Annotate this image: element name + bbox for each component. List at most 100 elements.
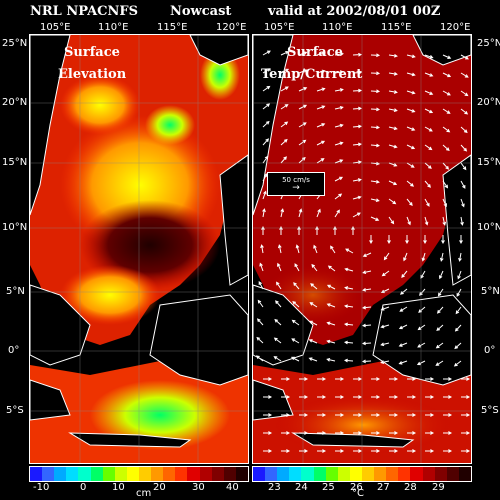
current-arrow [308,357,318,362]
current-arrow [280,50,290,56]
colorbar-tick: 40 [226,482,239,493]
colorbar-tick: -10 [33,482,50,493]
current-arrow [281,413,291,417]
colorbar-swatch [90,467,103,481]
current-arrow [425,377,435,381]
colorbar-tick: 10 [112,482,125,493]
current-arrow [280,68,290,74]
current-arrow [441,235,445,245]
current-arrow [262,120,270,128]
current-arrow [438,270,444,280]
colorbar-swatch [422,467,435,481]
current-arrow [435,360,444,366]
current-arrow [380,360,390,364]
current-arrow [335,431,345,435]
current-arrow [388,53,398,58]
colorbar-tick: 28 [404,482,417,493]
current-arrow [424,108,434,114]
colorbar-swatch [277,467,290,481]
current-arrow [398,360,408,365]
current-arrow [460,54,469,60]
current-arrow [424,198,430,207]
colorbar-swatch [66,467,79,481]
valid-time: valid at 2002/08/01 00Z [268,4,441,19]
lon-label: 105°E [40,22,71,33]
current-arrow [406,126,416,131]
colorbar-unit: °C [352,488,364,499]
current-arrow [353,413,363,417]
current-arrow [335,395,345,399]
current-arrow [443,377,453,381]
colorbar-swatch [138,467,152,481]
current-arrow [371,449,381,453]
colorbar-swatch [313,467,326,481]
current-arrow [442,216,447,226]
colorbar-tick: 0 [80,482,87,493]
current-arrow [334,70,344,74]
lat-label: 25°N [2,38,28,49]
colorbar-swatch [151,467,164,481]
current-arrow [263,431,273,435]
current-arrow [362,287,372,292]
current-arrow [277,244,282,254]
current-arrow [352,70,363,75]
lon-label: 115°E [157,22,188,33]
current-arrow [370,89,381,94]
current-arrow [399,306,408,312]
land-philippines [219,154,248,286]
lat-label: 20°N [2,97,28,108]
colorbar-swatch [235,467,248,481]
current-arrow [335,449,345,453]
current-arrow [280,86,289,92]
current-arrow [370,71,381,76]
lat-label: 5°S [6,405,24,416]
current-arrow [425,395,435,399]
temperature-colorbar [252,466,472,482]
colorbar-swatch [434,467,447,481]
current-arrow [256,336,264,344]
current-arrow [280,208,285,218]
current-arrow [460,108,469,115]
current-arrow [316,51,326,56]
colorbar-tick: 30 [192,482,205,493]
current-arrow [261,225,265,235]
current-arrow [316,208,321,218]
current-arrow [424,216,429,226]
current-arrow [461,413,471,417]
current-arrow [262,138,270,146]
current-arrow [371,395,381,399]
current-arrow [388,126,398,131]
current-arrow [380,324,390,329]
current-arrow [344,286,354,290]
current-arrow [388,144,398,149]
current-arrow [443,395,453,399]
lon-label: 105°E [264,22,295,33]
colorbar-swatch [187,467,200,481]
land-mainland [30,35,71,216]
current-arrow [371,431,381,435]
current-arrow [370,179,380,184]
current-arrow [316,69,326,74]
current-arrow [439,252,444,262]
current-arrow [406,162,415,168]
current-arrow [443,431,453,435]
current-arrow [389,449,399,453]
current-arrow [442,54,452,59]
current-arrow [334,209,340,218]
current-arrow [442,126,451,133]
current-arrow [255,355,264,362]
current-arrow [352,106,363,111]
model-title: NRL NPACNFS [30,4,138,19]
current-arrow [281,431,291,435]
lon-label: 110°E [98,22,129,33]
current-arrow [388,72,398,76]
current-arrow [334,176,344,182]
current-arrow [370,143,381,148]
current-arrow [460,90,469,97]
colorbar-swatch [42,467,55,481]
colorbar-unit: cm [136,488,152,499]
panel-label: Elevation [58,67,127,82]
current-arrow [389,413,399,417]
current-arrow [388,216,395,225]
land-java [68,432,192,448]
